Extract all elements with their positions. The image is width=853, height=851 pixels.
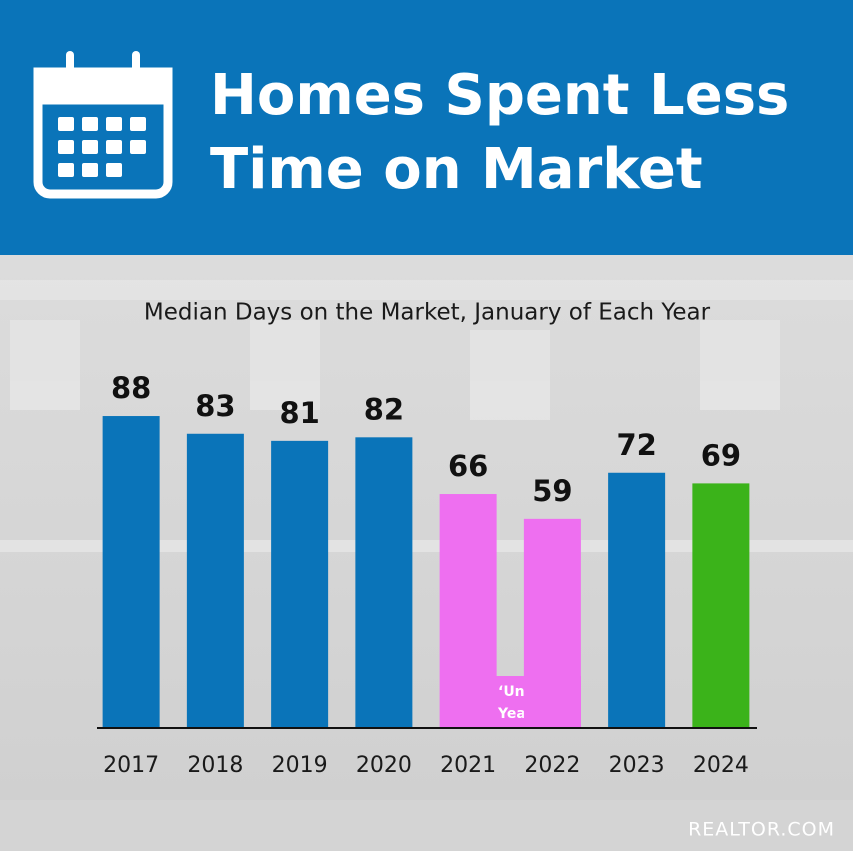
header-title: Time on Market (210, 137, 703, 202)
x-tick-label: 2019 (272, 753, 328, 778)
bar (355, 437, 413, 728)
x-tick-label: 2023 (609, 753, 665, 778)
bar (523, 518, 581, 728)
data-label: 59 (532, 474, 572, 508)
data-label: 72 (616, 428, 656, 462)
data-label: 88 (111, 371, 151, 405)
bar (102, 416, 160, 728)
chart-title: Median Days on the Market, January of Ea… (144, 300, 711, 326)
data-label: 82 (364, 392, 404, 426)
data-label: 83 (195, 389, 235, 423)
data-label: 69 (701, 438, 741, 472)
header-title: Homes Spent Less (210, 63, 789, 128)
x-tick-label: 2021 (440, 753, 496, 778)
bar (271, 440, 329, 728)
bar (608, 472, 666, 728)
data-label: 66 (448, 449, 488, 483)
x-tick-label: 2022 (524, 753, 580, 778)
data-label: 81 (279, 396, 319, 430)
x-tick-label: 2024 (693, 753, 749, 778)
x-tick-label: 2017 (103, 753, 159, 778)
x-tick-label: 2018 (187, 753, 243, 778)
bar (186, 433, 244, 728)
bar (439, 494, 497, 728)
calendar-icon (33, 51, 173, 199)
x-tick-label: 2020 (356, 753, 412, 778)
source: REALTOR.COM (688, 819, 835, 841)
bar (692, 483, 750, 728)
